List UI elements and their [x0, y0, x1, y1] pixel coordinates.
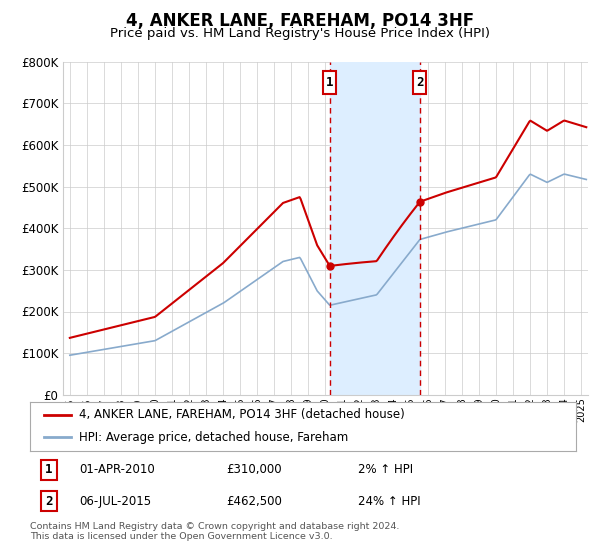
Text: 2% ↑ HPI: 2% ↑ HPI [358, 463, 413, 476]
Text: £310,000: £310,000 [227, 463, 282, 476]
FancyBboxPatch shape [41, 491, 57, 511]
FancyBboxPatch shape [413, 71, 427, 94]
Text: HPI: Average price, detached house, Fareham: HPI: Average price, detached house, Fare… [79, 431, 349, 444]
Text: 2: 2 [46, 494, 53, 507]
Text: 1: 1 [326, 76, 334, 89]
Text: Contains HM Land Registry data © Crown copyright and database right 2024.
This d: Contains HM Land Registry data © Crown c… [30, 522, 400, 542]
FancyBboxPatch shape [41, 460, 57, 480]
Text: 01-APR-2010: 01-APR-2010 [79, 463, 155, 476]
Text: Price paid vs. HM Land Registry's House Price Index (HPI): Price paid vs. HM Land Registry's House … [110, 27, 490, 40]
FancyBboxPatch shape [323, 71, 336, 94]
Text: 24% ↑ HPI: 24% ↑ HPI [358, 494, 420, 507]
Text: 06-JUL-2015: 06-JUL-2015 [79, 494, 151, 507]
Bar [330, 62, 420, 395]
Text: £462,500: £462,500 [227, 494, 283, 507]
Text: 4, ANKER LANE, FAREHAM, PO14 3HF: 4, ANKER LANE, FAREHAM, PO14 3HF [126, 12, 474, 30]
Text: 1: 1 [46, 463, 53, 476]
Text: 2: 2 [416, 76, 424, 89]
Text: 4, ANKER LANE, FAREHAM, PO14 3HF (detached house): 4, ANKER LANE, FAREHAM, PO14 3HF (detach… [79, 408, 405, 421]
